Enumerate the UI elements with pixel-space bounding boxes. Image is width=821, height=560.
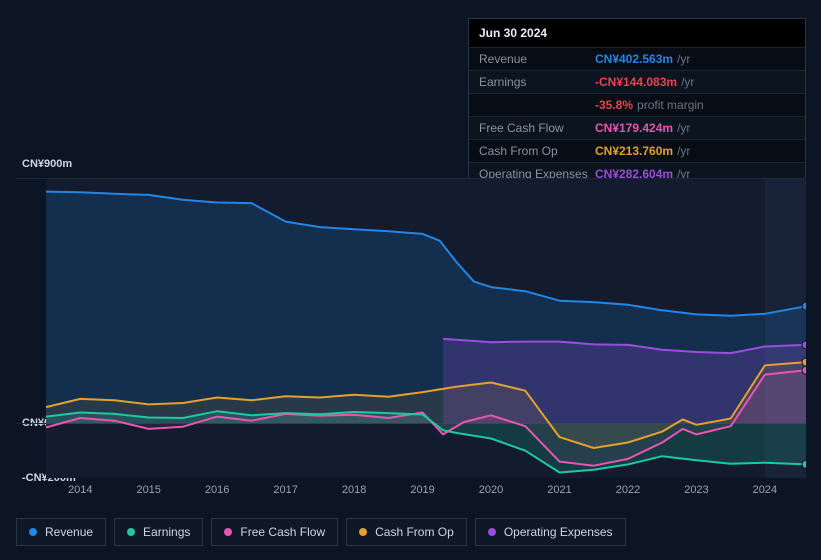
legend-label: Operating Expenses [504, 525, 613, 539]
x-tick: 2024 [753, 484, 777, 496]
line-area-chart[interactable] [16, 178, 806, 478]
legend-item[interactable]: Operating Expenses [475, 518, 626, 546]
tooltip-row: Earnings-CN¥144.083m/yr [469, 70, 805, 93]
x-tick: 2023 [684, 484, 708, 496]
x-tick: 2018 [342, 484, 366, 496]
legend-label: Earnings [143, 525, 190, 539]
tooltip-row-value: CN¥179.424m [595, 121, 673, 135]
tooltip-row: Cash From OpCN¥213.760m/yr [469, 139, 805, 162]
legend-dot-icon [359, 528, 367, 536]
legend-dot-icon [224, 528, 232, 536]
tooltip-row-unit: /yr [681, 75, 694, 89]
legend: Revenue Earnings Free Cash Flow Cash From O… [16, 518, 626, 546]
tooltip-row-unit: /yr [677, 121, 690, 135]
legend-dot-icon [29, 528, 37, 536]
x-tick: 2019 [410, 484, 434, 496]
legend-item[interactable]: Free Cash Flow [211, 518, 338, 546]
x-tick: 2020 [479, 484, 503, 496]
tooltip-row-value: -CN¥144.083m [595, 75, 677, 89]
legend-dot-icon [488, 528, 496, 536]
data-tooltip: Jun 30 2024 RevenueCN¥402.563m/yrEarning… [468, 18, 806, 186]
tooltip-row-unit: /yr [677, 52, 690, 66]
tooltip-row-value: CN¥213.760m [595, 144, 673, 158]
legend-label: Free Cash Flow [240, 525, 325, 539]
legend-item[interactable]: Cash From Op [346, 518, 467, 546]
tooltip-row: -35.8% profit margin [469, 93, 805, 116]
legend-dot-icon [127, 528, 135, 536]
legend-item[interactable]: Earnings [114, 518, 203, 546]
tooltip-row-label: Cash From Op [479, 144, 595, 158]
y-axis-label-top: CN¥900m [22, 158, 72, 170]
tooltip-row: RevenueCN¥402.563m/yr [469, 47, 805, 70]
tooltip-row-label: Revenue [479, 52, 595, 66]
tooltip-row-unit: /yr [677, 144, 690, 158]
legend-item[interactable]: Revenue [16, 518, 106, 546]
legend-label: Cash From Op [375, 525, 454, 539]
x-axis: 2014 2015 2016 2017 2018 2019 2020 2021 2022 2023… [16, 484, 806, 504]
tooltip-row-label: Free Cash Flow [479, 121, 595, 135]
tooltip-row-value: CN¥402.563m [595, 52, 673, 66]
tooltip-row-label: Earnings [479, 75, 595, 89]
legend-label: Revenue [45, 525, 93, 539]
x-tick: 2021 [547, 484, 571, 496]
x-tick: 2014 [68, 484, 92, 496]
tooltip-date: Jun 30 2024 [469, 19, 805, 47]
x-tick: 2017 [273, 484, 297, 496]
x-tick: 2022 [616, 484, 640, 496]
x-tick: 2015 [136, 484, 160, 496]
tooltip-row-unit: profit margin [637, 98, 704, 112]
x-tick: 2016 [205, 484, 229, 496]
tooltip-row-value: -35.8% [595, 98, 633, 112]
tooltip-row-label [479, 98, 595, 112]
tooltip-row: Free Cash FlowCN¥179.424m/yr [469, 116, 805, 139]
